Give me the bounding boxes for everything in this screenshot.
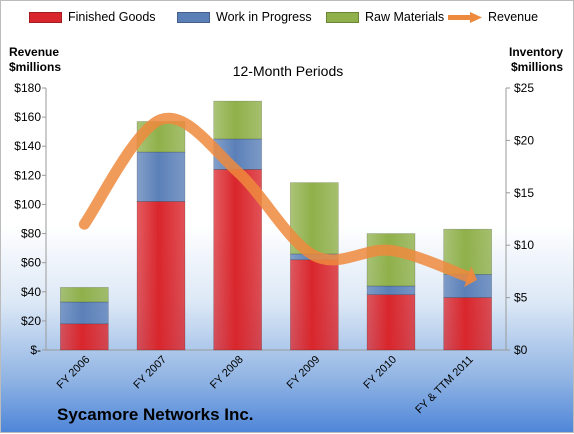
right-tick-label: $20 [514, 133, 534, 147]
bar-finished [367, 295, 415, 350]
company-name: Sycamore Networks Inc. [57, 405, 254, 425]
bar-raw [214, 101, 262, 139]
left-tick-label: $100 [14, 197, 41, 211]
bar-wip [60, 302, 108, 324]
bar-finished [290, 260, 338, 350]
left-tick-label: $80 [21, 227, 41, 241]
left-tick-label: $60 [21, 256, 41, 270]
x-tick-label: FY 2006 [55, 354, 93, 392]
left-tick-label: $180 [14, 81, 41, 95]
x-tick-label: FY 2009 [285, 354, 323, 392]
bar-finished [444, 298, 492, 350]
right-tick-label: $15 [514, 186, 534, 200]
left-tick-label: $40 [21, 285, 41, 299]
x-tick-label: FY & TTM 2011 [413, 354, 476, 417]
right-tick-label: $5 [514, 291, 528, 305]
left-tick-label: $140 [14, 139, 41, 153]
bar-finished [60, 324, 108, 350]
left-tick-label: $20 [21, 314, 41, 328]
left-tick-label: $120 [14, 168, 41, 182]
left-tick-label: $- [30, 343, 41, 357]
left-tick-label: $160 [14, 110, 41, 124]
right-tick-label: $0 [514, 343, 528, 357]
x-tick-label: FY 2007 [131, 354, 169, 392]
right-tick-label: $25 [514, 81, 534, 95]
right-tick-label: $10 [514, 238, 534, 252]
bar-finished [137, 202, 185, 350]
x-tick-label: FY 2008 [208, 354, 246, 392]
bar-wip [137, 152, 185, 201]
x-tick-label: FY 2010 [361, 354, 399, 392]
bar-wip [367, 286, 415, 295]
bar-raw [60, 287, 108, 302]
